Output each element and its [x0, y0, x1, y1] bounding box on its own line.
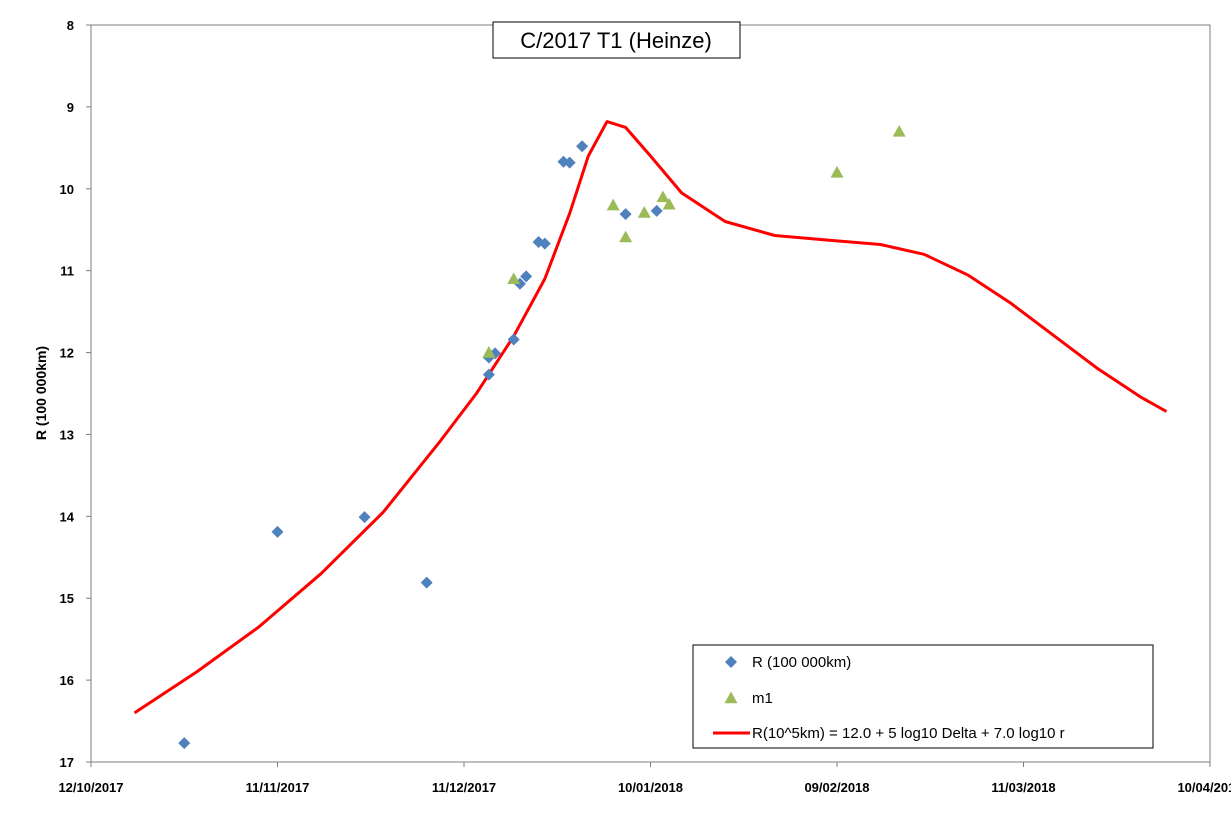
legend-items: R (100 000km) m1 R(10^5km) = 12.0 + 5 log1…: [713, 654, 1065, 742]
legend-r-marker: [725, 656, 737, 668]
m1-data-point: [662, 197, 676, 210]
r-data-point: [358, 511, 371, 524]
r-data-point: [563, 156, 576, 169]
chart-title-box: C/2017 T1 (Heinze): [492, 21, 741, 59]
y-tick-label: 11: [60, 264, 74, 279]
chart-title-frame: [492, 21, 741, 59]
x-tick-label: 12/10/2017: [58, 780, 123, 795]
y-axis: 8 9 10 11 12 13 14 15 16 17: [60, 18, 91, 770]
x-tick-label: 10/04/2018: [1177, 780, 1231, 795]
r-data-point: [178, 737, 191, 750]
r-data-point: [619, 208, 632, 221]
r-data-point: [538, 237, 551, 250]
chart-title: C/2017 T1 (Heinze): [520, 28, 712, 53]
m1-data-point: [606, 198, 620, 211]
legend-label: R (100 000km): [752, 654, 851, 671]
m1-data-point: [637, 206, 651, 218]
legend-frame: [692, 644, 1154, 749]
y-tick-label: 10: [60, 182, 74, 197]
series-layer: [133, 120, 1168, 750]
model-curve: [133, 120, 1168, 715]
m1-data-point: [507, 272, 521, 285]
m1-data-point: [619, 230, 633, 243]
x-tick-label: 11/12/2017: [432, 780, 496, 795]
y-tick-label: 15: [60, 591, 74, 606]
x-tick-label: 11/03/2018: [991, 780, 1055, 795]
r-data-point: [650, 204, 663, 217]
x-tick-label: 11/11/2017: [246, 780, 310, 795]
y-tick-label: 13: [60, 427, 74, 442]
r-data-point: [576, 140, 589, 153]
y-tick-label: 12: [60, 346, 74, 361]
r-data-point: [420, 576, 433, 589]
m1-data-point: [656, 190, 670, 203]
m1-data-point: [830, 165, 844, 178]
x-tick-label: 09/02/2018: [804, 780, 869, 795]
y-axis-label: R (100 000km): [33, 346, 49, 440]
y-tick-label: 9: [67, 100, 74, 115]
y-tick-label: 14: [60, 509, 75, 524]
r-data-point: [520, 270, 533, 283]
m1-data-point: [892, 124, 906, 137]
x-axis: 12/10/2017 11/11/2017 11/12/2017 10/01/2018…: [58, 762, 1231, 795]
y-tick-label: 16: [60, 673, 74, 688]
legend-m1-marker: [724, 691, 738, 704]
legend-label: R(10^5km) = 12.0 + 5 log10 Delta + 7.0 l…: [752, 725, 1065, 742]
y-tick-label: 8: [67, 18, 74, 33]
legend-label: m1: [752, 690, 773, 707]
r-data-point: [482, 368, 495, 381]
r-data-point: [271, 525, 284, 538]
legend: R (100 000km) m1 R(10^5km) = 12.0 + 5 log1…: [692, 644, 1154, 749]
m1-data-point: [482, 346, 496, 358]
y-tick-label: 17: [60, 755, 74, 770]
x-tick-label: 10/01/2018: [618, 780, 683, 795]
r-data-point: [507, 333, 520, 346]
